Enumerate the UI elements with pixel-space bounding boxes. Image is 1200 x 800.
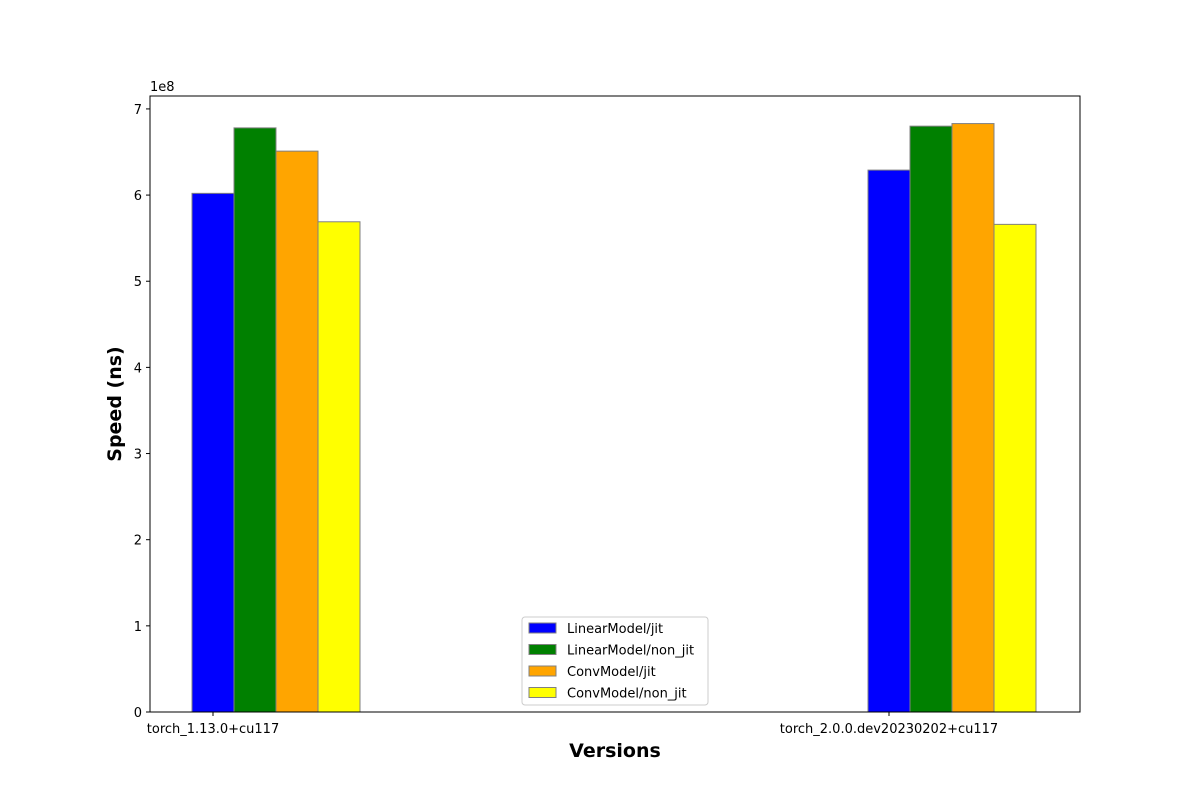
legend-label: ConvModel/jit: [567, 665, 656, 680]
x-tick-label: torch_1.13.0+cu117: [147, 722, 279, 737]
legend-label: LinearModel/non_jit: [567, 644, 694, 659]
y-tick-label: 3: [134, 448, 142, 463]
bar-convmodel-non-jit-0: [317, 221, 361, 713]
plot-frame: [149, 95, 1081, 713]
bars-group: [191, 123, 1037, 713]
legend-swatch: [528, 644, 557, 655]
y-axis-ticks: 0 1 2 3 4 5 6 7: [134, 103, 150, 721]
y-offset-label: 1e8: [150, 80, 175, 95]
legend-swatch: [528, 665, 557, 677]
legend-label: ConvModel/non_jit: [567, 687, 687, 702]
y-tick-label: 1: [134, 620, 142, 635]
bar-linearmodel-jit-0: [191, 192, 235, 713]
bar-linearmodel-non-jit-1: [909, 125, 953, 713]
y-tick-label: 7: [134, 103, 142, 118]
y-tick-label: 0: [134, 706, 142, 721]
x-tick-label: torch_2.0.0.dev20230202+cu117: [780, 722, 998, 737]
bar-linearmodel-jit-1: [867, 169, 911, 713]
y-tick-label: 2: [134, 534, 142, 549]
bar-convmodel-jit-0: [275, 150, 319, 713]
y-axis-label: Speed (ns): [104, 346, 126, 461]
bar-convmodel-jit-1: [951, 123, 995, 713]
legend-frame: [521, 616, 709, 706]
legend-label: LinearModel/jit: [567, 622, 663, 637]
y-tick-label: 5: [134, 275, 142, 290]
legend-swatch: [528, 622, 557, 634]
x-axis-label: Versions: [569, 740, 661, 762]
bar-convmodel-non-jit-1: [993, 223, 1037, 713]
y-tick-label: 4: [134, 361, 142, 376]
legend: LinearModel/jit LinearModel/non_jit ConvMo…: [521, 616, 709, 706]
legend-swatch: [528, 687, 557, 698]
bar-linearmodel-non-jit-0: [233, 127, 277, 713]
y-tick-label: 6: [134, 189, 142, 204]
x-axis-ticks: torch_1.13.0+cu117 torch_2.0.0.dev2023020…: [147, 712, 998, 737]
